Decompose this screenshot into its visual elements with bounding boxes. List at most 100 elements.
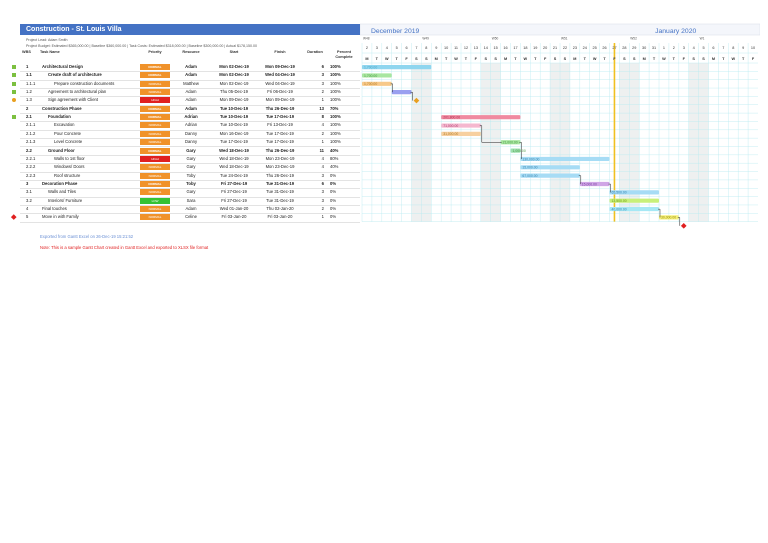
task-start[interactable]: Wed 18-Dec-19 [219, 147, 249, 153]
priority-badge[interactable]: NORMAL [140, 164, 170, 171]
task-resource[interactable]: Adam [185, 72, 197, 78]
task-name[interactable]: Windows/ Doors [54, 164, 85, 170]
task-start[interactable]: Tue 24-Dec-19 [220, 172, 248, 178]
task-resource[interactable]: Danny [184, 139, 198, 145]
task-finish[interactable]: Fri 13-Dec-19 [267, 122, 293, 128]
priority-badge[interactable]: NORMAL [140, 147, 170, 154]
task-resource[interactable]: Danny [184, 130, 198, 136]
task-resource[interactable]: Toby [186, 172, 196, 178]
task-percent[interactable]: 0% [330, 197, 337, 203]
task-row[interactable]: 2.1.3 Level Concrete NORMAL Danny Tue 17-Dec… [20, 138, 360, 148]
task-resource[interactable]: Gary [186, 155, 196, 161]
task-start[interactable]: Mon 16-Dec-19 [219, 130, 249, 136]
task-resource[interactable]: Adrian [184, 122, 198, 128]
task-row[interactable]: 5 Move in with Family NORMAL Celine Fri 03-J… [11, 213, 360, 223]
priority-badge[interactable]: NORMAL [140, 139, 170, 146]
task-resource[interactable]: Gary [186, 147, 196, 153]
task-name[interactable]: Excavation [54, 122, 75, 128]
task-bar[interactable] [659, 215, 679, 220]
task-duration[interactable]: 3 [321, 197, 324, 203]
task-finish[interactable]: Mon 09-Dec-19 [265, 64, 295, 69]
task-start[interactable]: Fri 27-Dec-19 [220, 180, 248, 186]
task-name[interactable]: Construction Phase [42, 105, 82, 111]
task-resource[interactable]: Sara [186, 197, 196, 203]
priority-badge[interactable]: NORMAL [140, 189, 170, 196]
task-percent[interactable]: 40% [330, 147, 339, 153]
milestone-marker[interactable] [680, 222, 687, 229]
priority-badge[interactable]: NORMAL [140, 205, 170, 212]
task-finish[interactable]: Tue 17-Dec-19 [266, 139, 294, 145]
task-finish[interactable]: Thu 26-Dec-19 [266, 172, 294, 178]
task-finish[interactable]: Thu 02-Jan-20 [266, 205, 294, 211]
task-percent[interactable]: 0% [330, 214, 337, 220]
task-name[interactable]: Roof structure [54, 172, 81, 178]
task-bar[interactable] [579, 181, 610, 187]
task-bar[interactable] [609, 198, 660, 203]
task-duration[interactable]: 1 [321, 97, 324, 103]
task-row[interactable]: 2.2.3 Roof structure NORMAL Toby Tue 24-Dec-… [20, 172, 360, 181]
task-name[interactable]: Decoration Phase [42, 180, 78, 186]
task-row[interactable]: 2.1.2 Pour Concrete NORMAL Danny Mon 16-Dec-… [20, 130, 360, 140]
task-name[interactable]: Ground Floor [48, 147, 75, 153]
task-percent[interactable]: 80% [330, 155, 339, 161]
priority-badge[interactable]: NORMAL [140, 114, 170, 121]
task-name[interactable]: Prepare construction documents [54, 80, 115, 86]
task-name[interactable]: Level Concrete [54, 139, 83, 145]
task-row[interactable]: 3.1 Walls and Tiles NORMAL Gary Fri 27-Dec-1… [20, 188, 360, 198]
task-percent[interactable]: 100% [330, 64, 341, 69]
task-percent[interactable]: 100% [330, 97, 341, 103]
task-duration[interactable]: 6 [321, 180, 324, 186]
task-bar[interactable] [362, 81, 392, 86]
task-name[interactable]: Create draft of architecture [48, 72, 102, 78]
task-percent[interactable]: 100% [330, 80, 341, 86]
task-finish[interactable]: Tue 31-Dec-19 [265, 180, 295, 186]
task-row[interactable]: 2.2.1 Walls to 1st floor HIGH Gary Wed 18-De… [20, 155, 360, 165]
task-resource[interactable]: Celine [185, 214, 197, 220]
task-row[interactable]: 2.1.1 Excavation NORMAL Adrian Tue 10-Dec-19… [20, 121, 360, 131]
task-row[interactable]: 1.1.1 Prepare construction documents NORMA… [12, 80, 360, 90]
task-row[interactable]: 4 Final touches NORMAL Adam Wed 01-Jan-20 Thu… [20, 205, 360, 215]
task-percent[interactable]: 0% [330, 180, 337, 186]
task-name[interactable]: Walls and Tiles [48, 189, 77, 195]
priority-badge[interactable]: NORMAL [140, 122, 170, 129]
priority-badge[interactable]: NORMAL [140, 72, 170, 79]
task-start[interactable]: Tue 17-Dec-19 [220, 139, 248, 145]
task-finish[interactable]: Tue 17-Dec-19 [266, 130, 294, 136]
task-resource[interactable]: Gary [186, 164, 196, 170]
task-bar[interactable] [520, 173, 580, 178]
task-duration[interactable]: 3 [321, 189, 324, 195]
priority-badge[interactable]: NORMAL [140, 64, 170, 70]
task-duration[interactable]: 1 [321, 139, 324, 145]
priority-badge[interactable]: NORMAL [140, 89, 170, 96]
task-resource[interactable]: Adam [185, 97, 197, 103]
priority-badge[interactable]: HIGH [140, 155, 170, 162]
priority-badge[interactable]: LOW [140, 197, 170, 204]
task-row[interactable]: 2.2 Ground Floor NORMAL Gary Wed 18-Dec-19 Th… [20, 147, 360, 156]
task-name[interactable]: Sign agreement with Client [48, 97, 99, 103]
task-start[interactable]: Wed 18-Dec-19 [219, 155, 249, 161]
task-row[interactable]: 1.2 Agreement to architectural plan NORMAL… [12, 88, 360, 98]
task-row[interactable]: 3.2 Interiors/ Furniture LOW Sara Fri 27-Dec… [20, 197, 360, 206]
task-duration[interactable]: 3 [321, 172, 324, 178]
task-row[interactable]: 2.2.2 Windows/ Doors NORMAL Gary Wed 18-Dec-… [20, 163, 360, 173]
task-name[interactable]: Final touches [42, 205, 67, 211]
task-row[interactable]: 1.3 Sign agreement with Client HIGH Adam Mon… [12, 96, 360, 106]
task-resource[interactable]: Adam [185, 64, 197, 69]
task-percent[interactable]: 100% [330, 89, 341, 95]
task-finish[interactable]: Tue 17-Dec-19 [265, 114, 295, 120]
task-percent[interactable]: 0% [330, 205, 337, 211]
task-bar[interactable] [441, 131, 481, 136]
task-resource[interactable]: Toby [186, 180, 196, 186]
task-finish[interactable]: Thu 26-Dec-19 [265, 105, 295, 111]
task-resource[interactable]: Matthew [183, 80, 199, 86]
task-name[interactable]: Interiors/ Furniture [48, 197, 83, 203]
task-start[interactable]: Fri 03-Jan-20 [221, 214, 247, 220]
task-duration[interactable]: 2 [321, 89, 324, 95]
task-resource[interactable]: Gary [186, 189, 196, 195]
task-finish[interactable]: Wed 04-Dec-19 [265, 80, 295, 86]
task-bar[interactable] [362, 65, 432, 70]
task-finish[interactable]: Fri 03-Jan-20 [267, 214, 293, 220]
priority-badge[interactable]: NORMAL [140, 105, 170, 112]
task-row[interactable]: 3 Decoration Phase NORMAL Toby Fri 27-Dec-19… [20, 180, 360, 190]
task-duration[interactable]: 4 [321, 155, 324, 161]
